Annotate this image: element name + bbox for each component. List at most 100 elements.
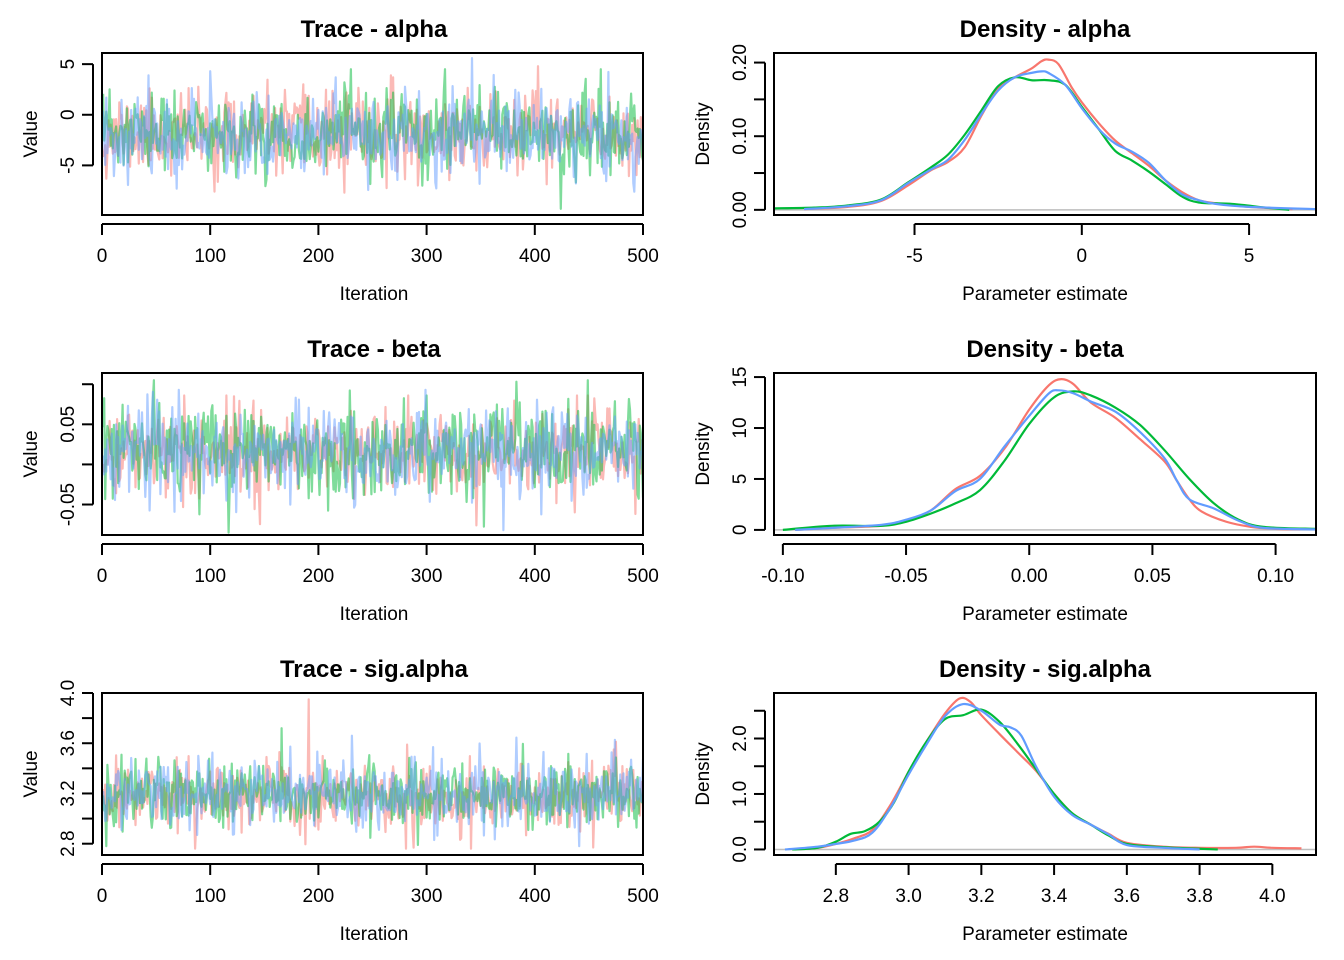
y-axis: 0.00 0.10 0.20: [730, 44, 766, 228]
x-axis-label: Parameter estimate: [962, 924, 1128, 945]
y-axis-label: Density: [693, 422, 714, 486]
plot-area: [774, 58, 1316, 211]
density-line-chain-3: [804, 70, 1316, 211]
panel-title: Density - alpha: [960, 16, 1131, 43]
y-tick-label: 0.10: [730, 118, 751, 155]
trace-line-chain-3: [102, 388, 643, 532]
x-tick-label: 200: [303, 886, 335, 907]
y-axis-label: Value: [21, 110, 42, 157]
x-tick-label: 0: [97, 246, 108, 267]
x-axis: -0.10 -0.05 0.00 0.05 0.10: [761, 543, 1294, 587]
x-tick-label: 0: [97, 566, 108, 587]
y-tick-label: 0: [58, 109, 79, 120]
y-tick-label: 3.2: [58, 780, 79, 806]
x-tick-label: 0.00: [1011, 566, 1048, 587]
x-axis-label: Iteration: [340, 284, 409, 305]
x-axis: 2.8 3.0 3.2 3.4 3.6 3.8 4.0: [823, 863, 1286, 907]
x-tick-label: 500: [627, 566, 659, 587]
x-tick-label: 3.0: [895, 886, 921, 907]
x-axis-label: Iteration: [340, 604, 409, 625]
density-line-chain-3: [795, 389, 1316, 532]
x-tick-label: 4.0: [1259, 886, 1285, 907]
panel-density-beta: Density - beta Parameter estimate Densit…: [693, 336, 1317, 625]
x-tick-label: 5: [1244, 246, 1255, 267]
density-line-chain-1: [792, 696, 1302, 851]
x-tick-label: 3.2: [968, 886, 994, 907]
x-tick-label: 3.6: [1114, 886, 1140, 907]
x-tick-label: 500: [627, 886, 659, 907]
x-tick-label: 0.10: [1257, 566, 1294, 587]
x-tick-label: 400: [519, 886, 551, 907]
trace-line-chain-3: [102, 57, 643, 193]
x-tick-label: 300: [411, 246, 443, 267]
y-tick-label: -0.05: [58, 483, 79, 526]
x-tick-label: 200: [303, 566, 335, 587]
x-axis: 0 100 200 300 400 500: [97, 863, 659, 907]
panel-trace-beta: Trace - beta Iteration Value 0 100 200 300 4…: [21, 336, 659, 625]
y-tick-label: 0.05: [58, 406, 79, 443]
plot-frame: [101, 52, 644, 216]
panel-trace-sig-alpha: Trace - sig.alpha Iteration Value 0 100 20…: [21, 656, 659, 945]
y-axis: -0.05 0.05: [58, 383, 94, 526]
y-axis-label: Value: [21, 430, 42, 477]
y-tick-label: 2.0: [730, 725, 751, 751]
x-axis-label: Parameter estimate: [962, 284, 1128, 305]
density-line-chain-3: [784, 702, 1200, 851]
y-tick-label: 0.20: [730, 44, 751, 81]
x-tick-label: 100: [194, 566, 226, 587]
x-tick-label: 100: [194, 246, 226, 267]
y-axis: 0 5 10 15: [730, 367, 766, 535]
x-tick-label: 0.05: [1134, 566, 1171, 587]
panel-title: Density - sig.alpha: [939, 656, 1152, 683]
x-tick-label: 500: [627, 246, 659, 267]
y-axis-label: Density: [693, 102, 714, 166]
x-tick-label: -5: [906, 246, 923, 267]
plot-frame: [773, 692, 1317, 856]
x-tick-label: 400: [519, 566, 551, 587]
x-axis: -5 0 5: [906, 223, 1255, 267]
density-line-chain-2: [792, 708, 1218, 851]
y-tick-label: 15: [730, 367, 751, 388]
plot-area: [774, 696, 1316, 851]
plot-frame: [773, 52, 1317, 216]
x-axis-label: Parameter estimate: [962, 604, 1128, 625]
plot-frame: [101, 692, 644, 856]
y-tick-label: 3.6: [58, 730, 79, 756]
panel-title: Trace - beta: [307, 336, 441, 363]
x-tick-label: 2.8: [823, 886, 849, 907]
y-axis-label: Value: [21, 750, 42, 797]
y-tick-label: 2.8: [58, 830, 79, 856]
x-axis: 0 100 200 300 400 500: [97, 543, 659, 587]
density-line-chain-2: [774, 76, 1290, 211]
trace-line-chain-3: [102, 734, 643, 848]
plot-area: [102, 379, 643, 534]
x-tick-label: 0: [1077, 246, 1088, 267]
y-axis: -5 0 5: [58, 59, 94, 174]
y-axis: 2.8 3.2 3.6 4.0: [58, 680, 94, 857]
x-axis-label: Iteration: [340, 924, 409, 945]
density-line-chain-1: [804, 58, 1293, 211]
plot-frame: [773, 372, 1317, 536]
x-tick-label: -0.05: [884, 566, 927, 587]
plot-area: [102, 57, 643, 210]
panel-density-sig-alpha: Density - sig.alpha Parameter estimate D…: [693, 656, 1317, 945]
x-tick-label: 3.8: [1186, 886, 1212, 907]
y-axis: 0.0 1.0 2.0: [730, 709, 766, 863]
plot-area: [102, 698, 643, 850]
x-tick-label: 300: [411, 886, 443, 907]
y-tick-label: 5: [730, 474, 751, 485]
x-axis: 0 100 200 300 400 500: [97, 223, 659, 267]
y-axis-label: Density: [693, 742, 714, 806]
plot-area: [774, 378, 1316, 532]
y-tick-label: 0.0: [730, 836, 751, 862]
y-tick-label: 5: [58, 59, 79, 70]
x-tick-label: 300: [411, 566, 443, 587]
panel-trace-alpha: Trace - alpha Iteration Value 0 100 200 300…: [21, 16, 659, 305]
y-tick-label: 0.00: [730, 191, 751, 228]
x-tick-label: -0.10: [761, 566, 804, 587]
x-tick-label: 3.4: [1041, 886, 1068, 907]
trace-line-chain-2: [102, 727, 643, 848]
x-tick-label: 200: [303, 246, 335, 267]
y-tick-label: -5: [58, 157, 79, 174]
